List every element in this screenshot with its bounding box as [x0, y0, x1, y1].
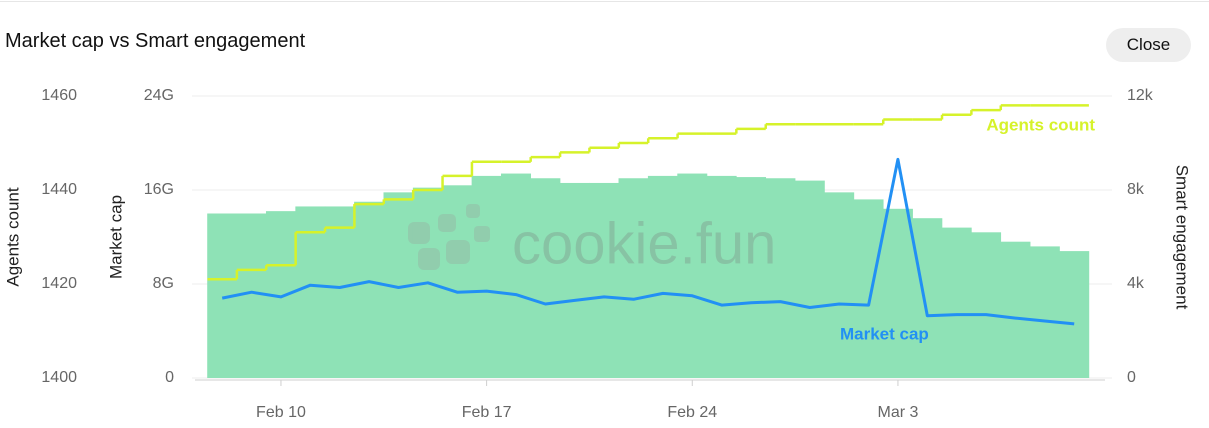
- engagement-bar: [501, 173, 531, 378]
- engagement-bar: [530, 178, 561, 378]
- engagement-bar: [912, 218, 943, 378]
- engagement-bar: [824, 192, 855, 378]
- engagement-bar: [1029, 246, 1060, 378]
- market-cap-tick-label: 16G: [144, 181, 174, 198]
- engagement-tick-label: 12k: [1127, 87, 1154, 104]
- engagement-bar: [765, 178, 796, 378]
- x-tick-label: Feb 17: [462, 404, 512, 421]
- engagement-bar: [589, 182, 620, 378]
- engagement-bar: [706, 175, 737, 378]
- agents-tick-label: 1420: [41, 275, 77, 292]
- engagement-bar: [1059, 251, 1090, 378]
- engagement-bar: [471, 175, 502, 378]
- engagement-bar: [295, 206, 326, 378]
- agents-tick-label: 1460: [41, 87, 77, 104]
- agents-tick-label: 1400: [41, 369, 77, 386]
- plot: [207, 104, 1090, 378]
- x-tick-label: Feb 10: [256, 404, 306, 421]
- agents-tick-label: 1440: [41, 181, 77, 198]
- market-cap-tick-label: 8G: [153, 275, 174, 292]
- agents-series-label: Agents count: [986, 115, 1095, 134]
- engagement-bar: [559, 182, 590, 378]
- engagement-axis-title: Smart engagement: [1173, 165, 1192, 310]
- watermark: cookie.fun: [408, 204, 776, 276]
- market-cap-line: [221, 157, 1075, 326]
- engagement-bar: [354, 201, 385, 378]
- engagement-bar: [1000, 241, 1031, 378]
- engagement-bar: [941, 227, 972, 378]
- engagement-bar: [794, 180, 825, 378]
- engagement-bar: [324, 206, 355, 378]
- engagement-tick-label: 0: [1127, 369, 1136, 386]
- engagement-tick-label: 8k: [1127, 181, 1145, 198]
- market-cap-series-label: Market cap: [840, 324, 929, 343]
- watermark-text: cookie.fun: [512, 211, 776, 276]
- market-cap-tick-label: 0: [165, 369, 174, 386]
- close-button[interactable]: Close: [1106, 28, 1191, 62]
- engagement-tick-label: 4k: [1127, 275, 1145, 292]
- engagement-bar: [677, 173, 708, 378]
- engagement-bar: [736, 177, 767, 378]
- engagement-bar: [236, 213, 267, 378]
- x-tick-label: Feb 24: [667, 404, 717, 421]
- agents-axis-title: Agents count: [3, 187, 22, 287]
- engagement-bar: [971, 232, 1002, 378]
- engagement-bar: [853, 199, 884, 378]
- engagement-bar: [647, 175, 678, 378]
- market-cap-tick-label: 24G: [144, 87, 174, 104]
- market-cap-axis-title: Market cap: [106, 195, 125, 279]
- chart-title: Market cap vs Smart engagement: [5, 30, 306, 52]
- engagement-bar: [618, 178, 649, 378]
- x-tick-label: Mar 3: [877, 404, 918, 421]
- engagement-bar: [442, 185, 473, 378]
- top-border: [0, 1, 1209, 2]
- engagement-bar: [882, 208, 913, 378]
